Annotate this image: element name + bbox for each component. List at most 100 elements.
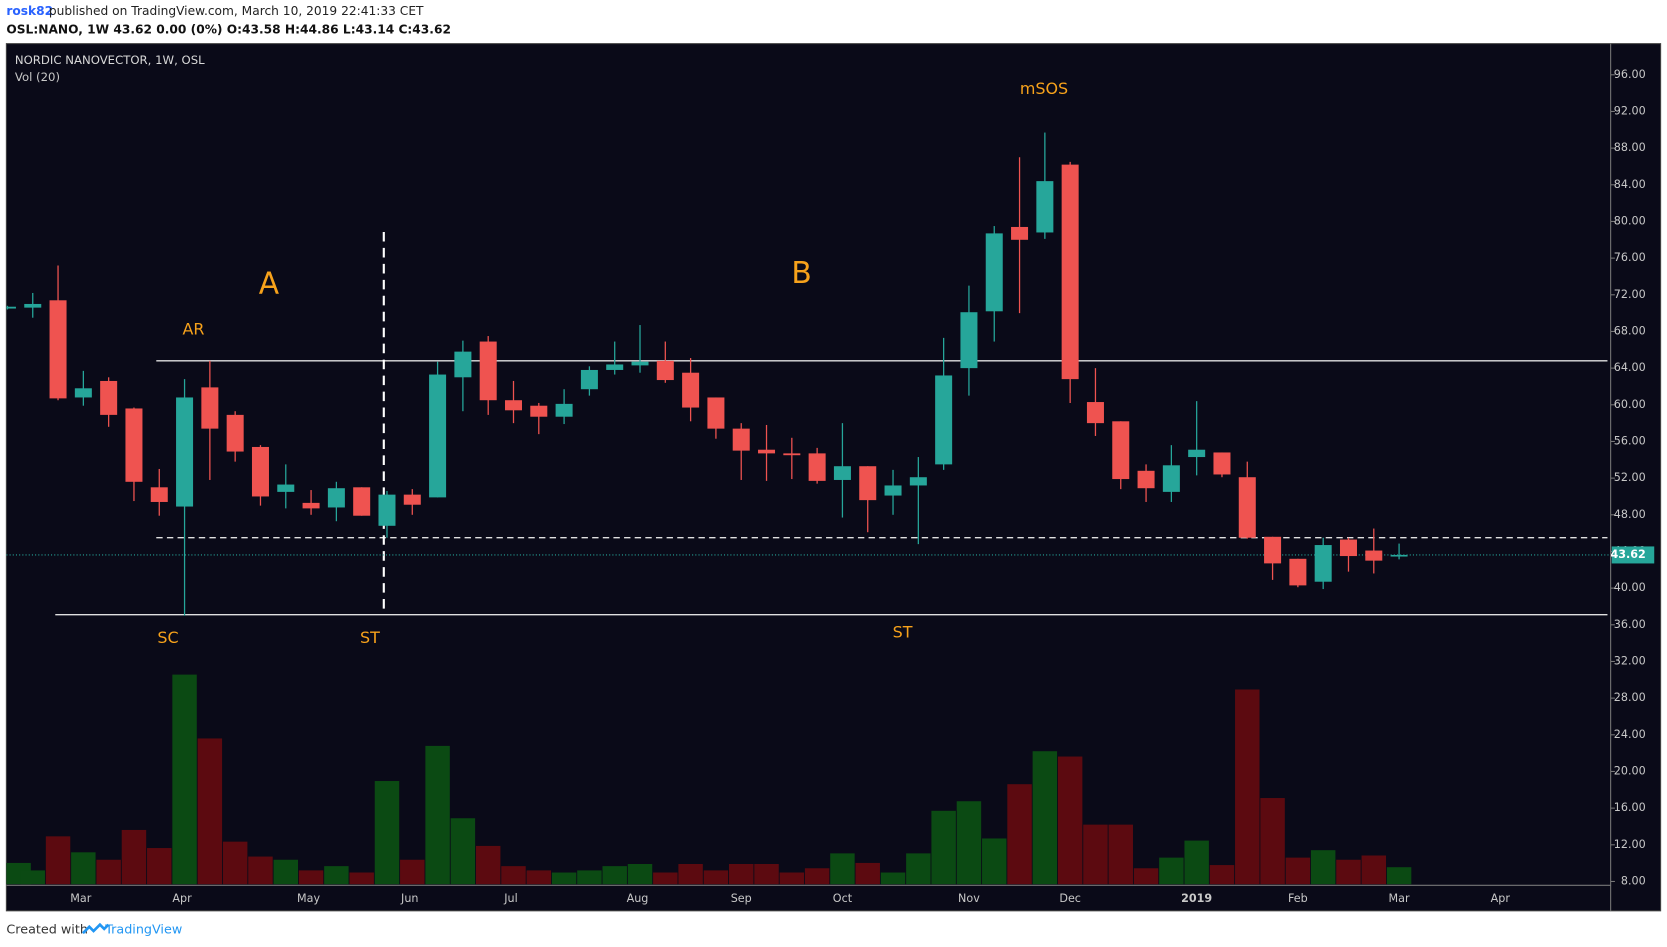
candle-body — [1188, 449, 1206, 458]
candle-body — [758, 449, 776, 454]
y-tick-label: 64.00 — [1614, 361, 1646, 374]
candle-body — [1289, 558, 1307, 586]
candle-body — [150, 487, 168, 502]
annotation: SC — [157, 628, 178, 647]
volume-bar — [627, 864, 653, 885]
y-tick-label: 24.00 — [1614, 728, 1646, 741]
candle-body — [353, 487, 371, 516]
x-tick-label: Jul — [503, 892, 517, 905]
annotation: A — [259, 267, 280, 302]
candle-body — [1061, 164, 1079, 380]
volume-bar — [1285, 857, 1311, 885]
y-tick-label: 80.00 — [1614, 214, 1646, 227]
candle-body — [985, 233, 1003, 312]
candle-body — [100, 380, 118, 415]
candle-body — [1112, 421, 1130, 480]
volume-bar — [400, 859, 425, 885]
x-tick-label: Mar — [70, 892, 91, 905]
volume-bar — [273, 859, 298, 885]
y-tick-label: 36.00 — [1614, 618, 1646, 631]
candle-body — [631, 361, 649, 366]
volume-bar — [1083, 824, 1108, 885]
volume-bar — [855, 862, 880, 885]
candle-body — [656, 360, 674, 381]
x-tick-label: Feb — [1288, 892, 1308, 905]
volume-bar — [147, 848, 172, 885]
candle-body — [24, 303, 42, 308]
volume-bar — [324, 866, 349, 885]
y-tick-label: 52.00 — [1614, 471, 1646, 484]
volume-bar — [1260, 798, 1285, 885]
x-tick-label: May — [297, 892, 320, 905]
candle-body — [378, 494, 396, 526]
candle-body — [1264, 536, 1282, 564]
volume-bar — [501, 866, 526, 885]
candle-body — [277, 484, 295, 492]
volume-bar — [222, 841, 248, 885]
y-tick-label: 48.00 — [1614, 508, 1646, 521]
candle-body — [707, 397, 725, 429]
volume-bar — [728, 864, 754, 885]
volume-bar — [1184, 840, 1209, 885]
volume-bar — [1235, 689, 1260, 885]
candle-body — [49, 300, 67, 399]
candle-body — [454, 351, 472, 378]
y-tick-label: 40.00 — [1614, 581, 1646, 594]
candle-body — [251, 446, 269, 497]
footer-created: Created with — [6, 922, 88, 937]
candle-body — [1036, 181, 1054, 233]
candle-body — [606, 364, 624, 370]
candle-body — [1238, 477, 1256, 538]
y-tick-label: 72.00 — [1614, 288, 1646, 301]
volume-bar — [906, 853, 931, 885]
candle-body — [1365, 550, 1383, 561]
candle-body — [783, 453, 801, 456]
x-tick-label: Apr — [172, 892, 192, 905]
candle-body — [6, 306, 16, 309]
candle-body — [935, 375, 953, 465]
candle-body — [682, 372, 700, 408]
x-tick-label: Oct — [833, 892, 853, 905]
volume-bar — [956, 801, 982, 885]
candle-body — [1339, 539, 1357, 557]
x-tick-label: Mar — [1389, 892, 1410, 905]
volume-bar — [754, 864, 779, 885]
volume-bar — [374, 781, 400, 885]
candle-body — [403, 494, 421, 505]
footer-brand[interactable]: TradingView — [104, 922, 182, 937]
volume-bar — [475, 845, 501, 885]
volume-bar — [121, 829, 147, 885]
volume-bar — [20, 870, 45, 885]
candle-body — [1137, 470, 1155, 489]
author[interactable]: rosk82 — [6, 4, 53, 18]
candle-body — [429, 374, 447, 498]
volume-bar — [349, 872, 374, 885]
volume-bar — [1057, 756, 1083, 885]
chart-area — [5, 43, 1662, 912]
volume-bar — [1310, 850, 1336, 885]
volume-bar — [551, 872, 577, 885]
x-tick-label: Apr — [1491, 892, 1511, 905]
y-tick-label: 56.00 — [1614, 434, 1646, 447]
y-tick-label: 32.00 — [1614, 654, 1646, 667]
volume-bar — [1159, 857, 1184, 885]
y-tick-label: 60.00 — [1614, 398, 1646, 411]
volume-bar — [931, 810, 956, 885]
volume-bar — [1032, 751, 1058, 885]
annotation: AR — [183, 319, 205, 338]
y-tick-label: 8.00 — [1621, 874, 1646, 887]
x-tick-label: Dec — [1059, 892, 1081, 905]
volume-bar — [577, 870, 602, 885]
y-tick-label: 12.00 — [1614, 838, 1646, 851]
volume-bar — [804, 868, 830, 885]
candle-body — [833, 466, 851, 480]
candle-body — [1162, 465, 1180, 492]
candle-body — [1314, 545, 1332, 582]
volume-bar — [425, 745, 450, 885]
y-tick-label: 84.00 — [1614, 178, 1646, 191]
last-price-label: 43.62 — [1610, 548, 1645, 561]
volume-bar — [172, 674, 197, 885]
published-info: published on TradingView.com, March 10, … — [49, 4, 424, 18]
brand-logo — [81, 922, 110, 935]
